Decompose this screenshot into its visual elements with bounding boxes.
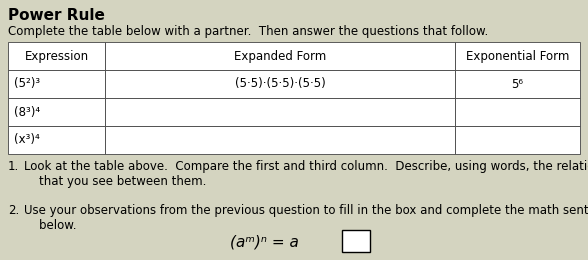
Bar [105, 98, 455, 126]
Bar [8, 70, 105, 98]
Bar [8, 42, 105, 70]
Text: 5⁶: 5⁶ [512, 77, 523, 90]
Text: Expression: Expression [25, 49, 89, 62]
Text: (aᵐ)ⁿ = a: (aᵐ)ⁿ = a [230, 235, 299, 250]
Bar [105, 42, 455, 70]
Text: Look at the table above.  Compare the first and third column.  Describe, using w: Look at the table above. Compare the fir… [24, 160, 588, 188]
Text: (x³)⁴: (x³)⁴ [14, 133, 40, 146]
Bar [455, 126, 580, 154]
Text: Exponential Form: Exponential Form [466, 49, 569, 62]
Bar [455, 98, 580, 126]
Bar [455, 42, 580, 70]
Bar [8, 98, 105, 126]
Text: Expanded Form: Expanded Form [234, 49, 326, 62]
Bar [8, 126, 105, 154]
Text: (5·5)·(5·5)·(5·5): (5·5)·(5·5)·(5·5) [235, 77, 325, 90]
Text: (5²)³: (5²)³ [14, 77, 40, 90]
Text: 2.: 2. [8, 204, 19, 217]
Text: (8³)⁴: (8³)⁴ [14, 106, 40, 119]
Text: 1.: 1. [8, 160, 19, 173]
Text: Use your observations from the previous question to fill in the box and complete: Use your observations from the previous … [24, 204, 588, 232]
Text: Power Rule: Power Rule [8, 8, 105, 23]
Text: Complete the table below with a partner.  Then answer the questions that follow.: Complete the table below with a partner.… [8, 25, 488, 38]
Bar [342, 230, 370, 252]
Bar [455, 70, 580, 98]
Bar [105, 126, 455, 154]
Bar [105, 70, 455, 98]
